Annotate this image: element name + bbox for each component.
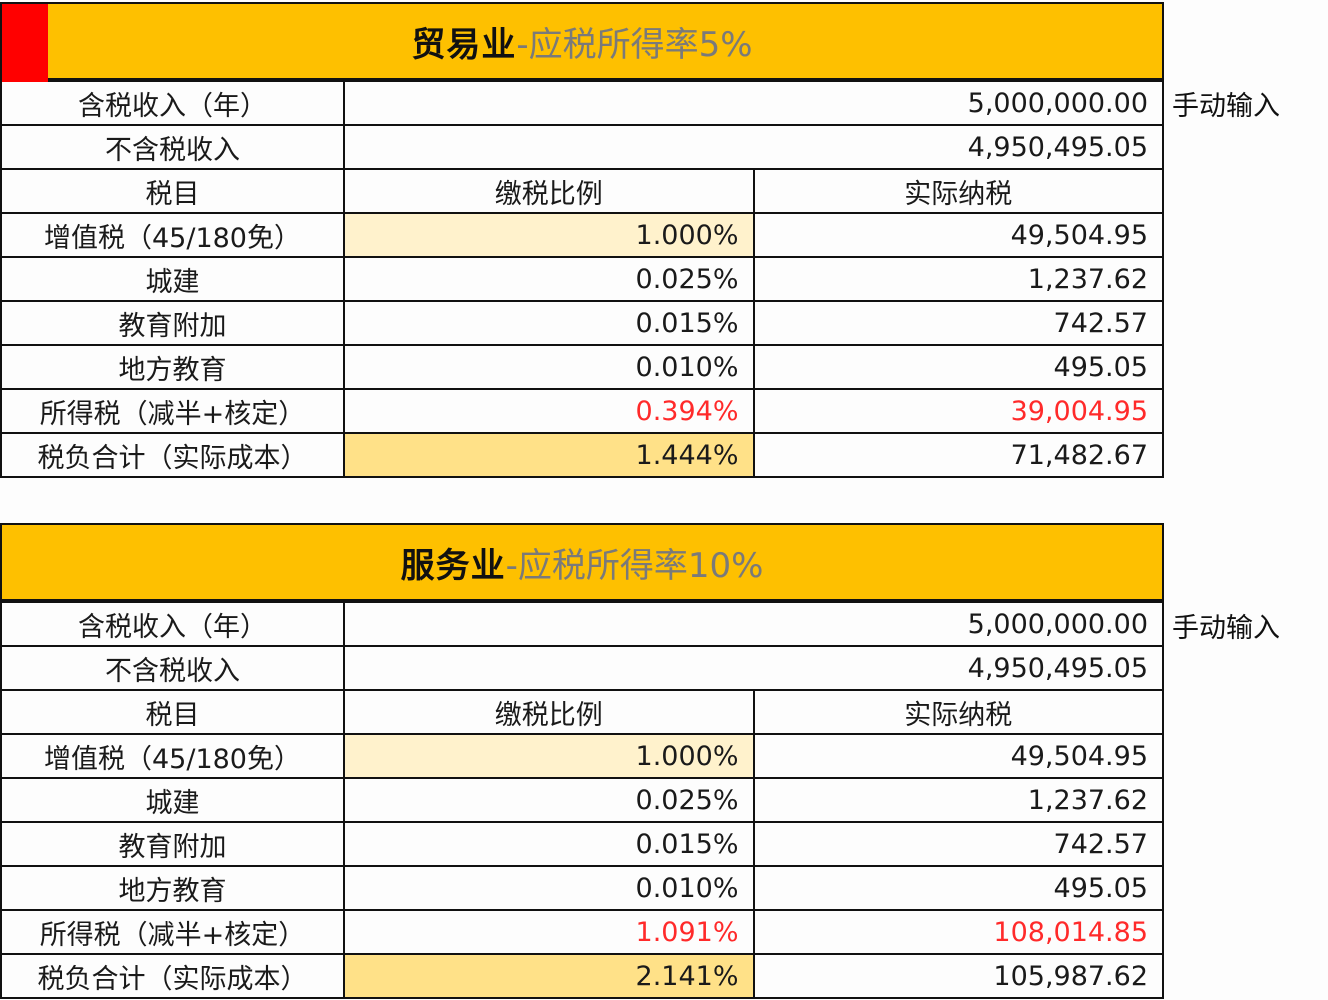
- table-row: 所得税（减半+核定） 0.394% 39,004.95: [0, 388, 1164, 434]
- table-row: 不含税收入 4,950,495.05: [0, 645, 1164, 691]
- row-amount: 1,237.62: [752, 256, 1164, 302]
- income-label: 含税收入（年）: [0, 80, 345, 126]
- table-row: 城建 0.025% 1,237.62: [0, 777, 1164, 823]
- section-title-main: 服务业: [400, 545, 506, 586]
- table-row: 城建 0.025% 1,237.62: [0, 256, 1164, 302]
- row-amount: 39,004.95: [752, 388, 1164, 434]
- row-rate[interactable]: 1.000%: [343, 733, 755, 779]
- row-item: 增值税（45/180免）: [0, 733, 345, 779]
- column-header-rate: 缴税比例: [343, 689, 755, 735]
- section-title-bar: 贸易业 -应税所得率5%: [0, 2, 1164, 82]
- row-amount: 495.05: [752, 344, 1164, 390]
- row-item: 税负合计（实际成本）: [0, 953, 345, 999]
- tax-table: 含税收入（年） 5,000,000.00 不含税收入 4,950,495.05 …: [0, 80, 1164, 478]
- row-item: 增值税（45/180免）: [0, 212, 345, 258]
- header-row: 税目 缴税比例 实际纳税: [0, 168, 1164, 214]
- total-amount: 71,482.67: [752, 432, 1164, 478]
- table-row: 教育附加 0.015% 742.57: [0, 821, 1164, 867]
- row-item: 地方教育: [0, 344, 345, 390]
- manual-input-note: 手动输入: [1172, 613, 1280, 644]
- net-income-label: 不含税收入: [0, 124, 345, 170]
- table-row: 增值税（45/180免） 1.000% 49,504.95: [0, 212, 1164, 258]
- total-row: 税负合计（实际成本） 1.444% 71,482.67: [0, 432, 1164, 478]
- row-amount: 1,237.62: [752, 777, 1164, 823]
- row-item: 地方教育: [0, 865, 345, 911]
- manual-input-note: 手动输入: [1172, 91, 1280, 122]
- column-header-amount: 实际纳税: [752, 168, 1164, 214]
- row-rate[interactable]: 1.000%: [343, 212, 755, 258]
- row-item: 所得税（减半+核定）: [0, 909, 345, 955]
- row-amount: 49,504.95: [752, 733, 1164, 779]
- row-rate: 0.015%: [343, 821, 755, 867]
- table-row: 不含税收入 4,950,495.05: [0, 124, 1164, 170]
- header-row: 税目 缴税比例 实际纳税: [0, 689, 1164, 735]
- column-header-item: 税目: [0, 168, 345, 214]
- section-title-sub: -应税所得率10%: [505, 545, 764, 586]
- total-row: 税负合计（实际成本） 2.141% 105,987.62: [0, 953, 1164, 999]
- row-amount: 495.05: [752, 865, 1164, 911]
- column-header-item: 税目: [0, 689, 345, 735]
- row-rate: 0.010%: [343, 344, 755, 390]
- row-rate: 1.091%: [343, 909, 755, 955]
- row-item: 城建: [0, 777, 345, 823]
- table-row: 所得税（减半+核定） 1.091% 108,014.85: [0, 909, 1164, 955]
- net-income-value: 4,950,495.05: [343, 645, 1164, 691]
- total-rate: 1.444%: [343, 432, 755, 478]
- row-rate: 0.015%: [343, 300, 755, 346]
- column-header-amount: 实际纳税: [752, 689, 1164, 735]
- table-row: 增值税（45/180免） 1.000% 49,504.95: [0, 733, 1164, 779]
- table-row: 含税收入（年） 5,000,000.00: [0, 80, 1164, 126]
- table-row: 地方教育 0.010% 495.05: [0, 865, 1164, 911]
- row-item: 教育附加: [0, 300, 345, 346]
- section-title-bar: 服务业 -应税所得率10%: [0, 523, 1164, 601]
- row-rate: 0.394%: [343, 388, 755, 434]
- tax-table: 含税收入（年） 5,000,000.00 不含税收入 4,950,495.05 …: [0, 601, 1164, 999]
- income-value-cell[interactable]: 5,000,000.00: [343, 601, 1164, 647]
- row-amount: 108,014.85: [752, 909, 1164, 955]
- section-title-main: 贸易业: [411, 24, 517, 65]
- table-row: 地方教育 0.010% 495.05: [0, 344, 1164, 390]
- row-rate: 0.025%: [343, 777, 755, 823]
- trade-section: 贸易业 -应税所得率5% 含税收入（年） 5,000,000.00 不含税收入 4…: [0, 2, 1164, 478]
- income-value-cell[interactable]: 5,000,000.00: [343, 80, 1164, 126]
- net-income-label: 不含税收入: [0, 645, 345, 691]
- row-amount: 742.57: [752, 300, 1164, 346]
- total-rate: 2.141%: [343, 953, 755, 999]
- row-amount: 742.57: [752, 821, 1164, 867]
- row-item: 教育附加: [0, 821, 345, 867]
- section-title-sub: -应税所得率5%: [516, 24, 753, 65]
- row-item: 城建: [0, 256, 345, 302]
- row-rate: 0.025%: [343, 256, 755, 302]
- row-item: 所得税（减半+核定）: [0, 388, 345, 434]
- service-section: 服务业 -应税所得率10% 含税收入（年） 5,000,000.00 不含税收入 …: [0, 523, 1164, 999]
- row-item: 税负合计（实际成本）: [0, 432, 345, 478]
- net-income-value: 4,950,495.05: [343, 124, 1164, 170]
- row-rate: 0.010%: [343, 865, 755, 911]
- column-header-rate: 缴税比例: [343, 168, 755, 214]
- table-row: 含税收入（年） 5,000,000.00: [0, 601, 1164, 647]
- income-label: 含税收入（年）: [0, 601, 345, 647]
- row-amount: 49,504.95: [752, 212, 1164, 258]
- red-marker: [2, 4, 48, 82]
- table-row: 教育附加 0.015% 742.57: [0, 300, 1164, 346]
- total-amount: 105,987.62: [752, 953, 1164, 999]
